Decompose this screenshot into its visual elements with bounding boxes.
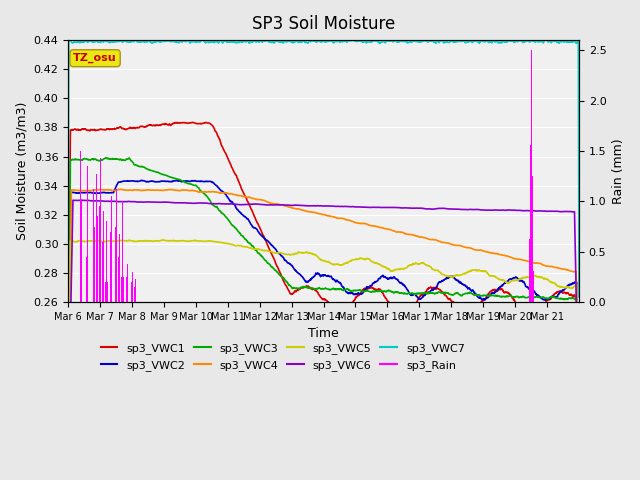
X-axis label: Time: Time	[308, 327, 339, 340]
Legend: sp3_VWC1, sp3_VWC2, sp3_VWC3, sp3_VWC4, sp3_VWC5, sp3_VWC6, sp3_VWC7, sp3_Rain: sp3_VWC1, sp3_VWC2, sp3_VWC3, sp3_VWC4, …	[96, 339, 469, 375]
Title: SP3 Soil Moisture: SP3 Soil Moisture	[252, 15, 395, 33]
Text: TZ_osu: TZ_osu	[73, 53, 117, 63]
Y-axis label: Rain (mm): Rain (mm)	[612, 138, 625, 204]
Y-axis label: Soil Moisture (m3/m3): Soil Moisture (m3/m3)	[15, 102, 28, 240]
